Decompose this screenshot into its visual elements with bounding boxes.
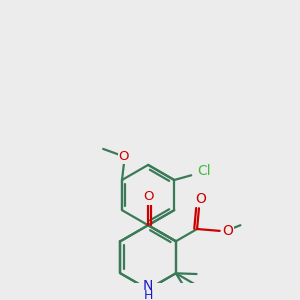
Text: O: O — [143, 190, 153, 203]
Text: N: N — [143, 278, 153, 292]
Text: Cl: Cl — [198, 164, 211, 178]
Text: O: O — [222, 224, 233, 238]
Text: O: O — [118, 150, 129, 163]
Text: O: O — [195, 192, 206, 206]
Text: H: H — [143, 290, 153, 300]
